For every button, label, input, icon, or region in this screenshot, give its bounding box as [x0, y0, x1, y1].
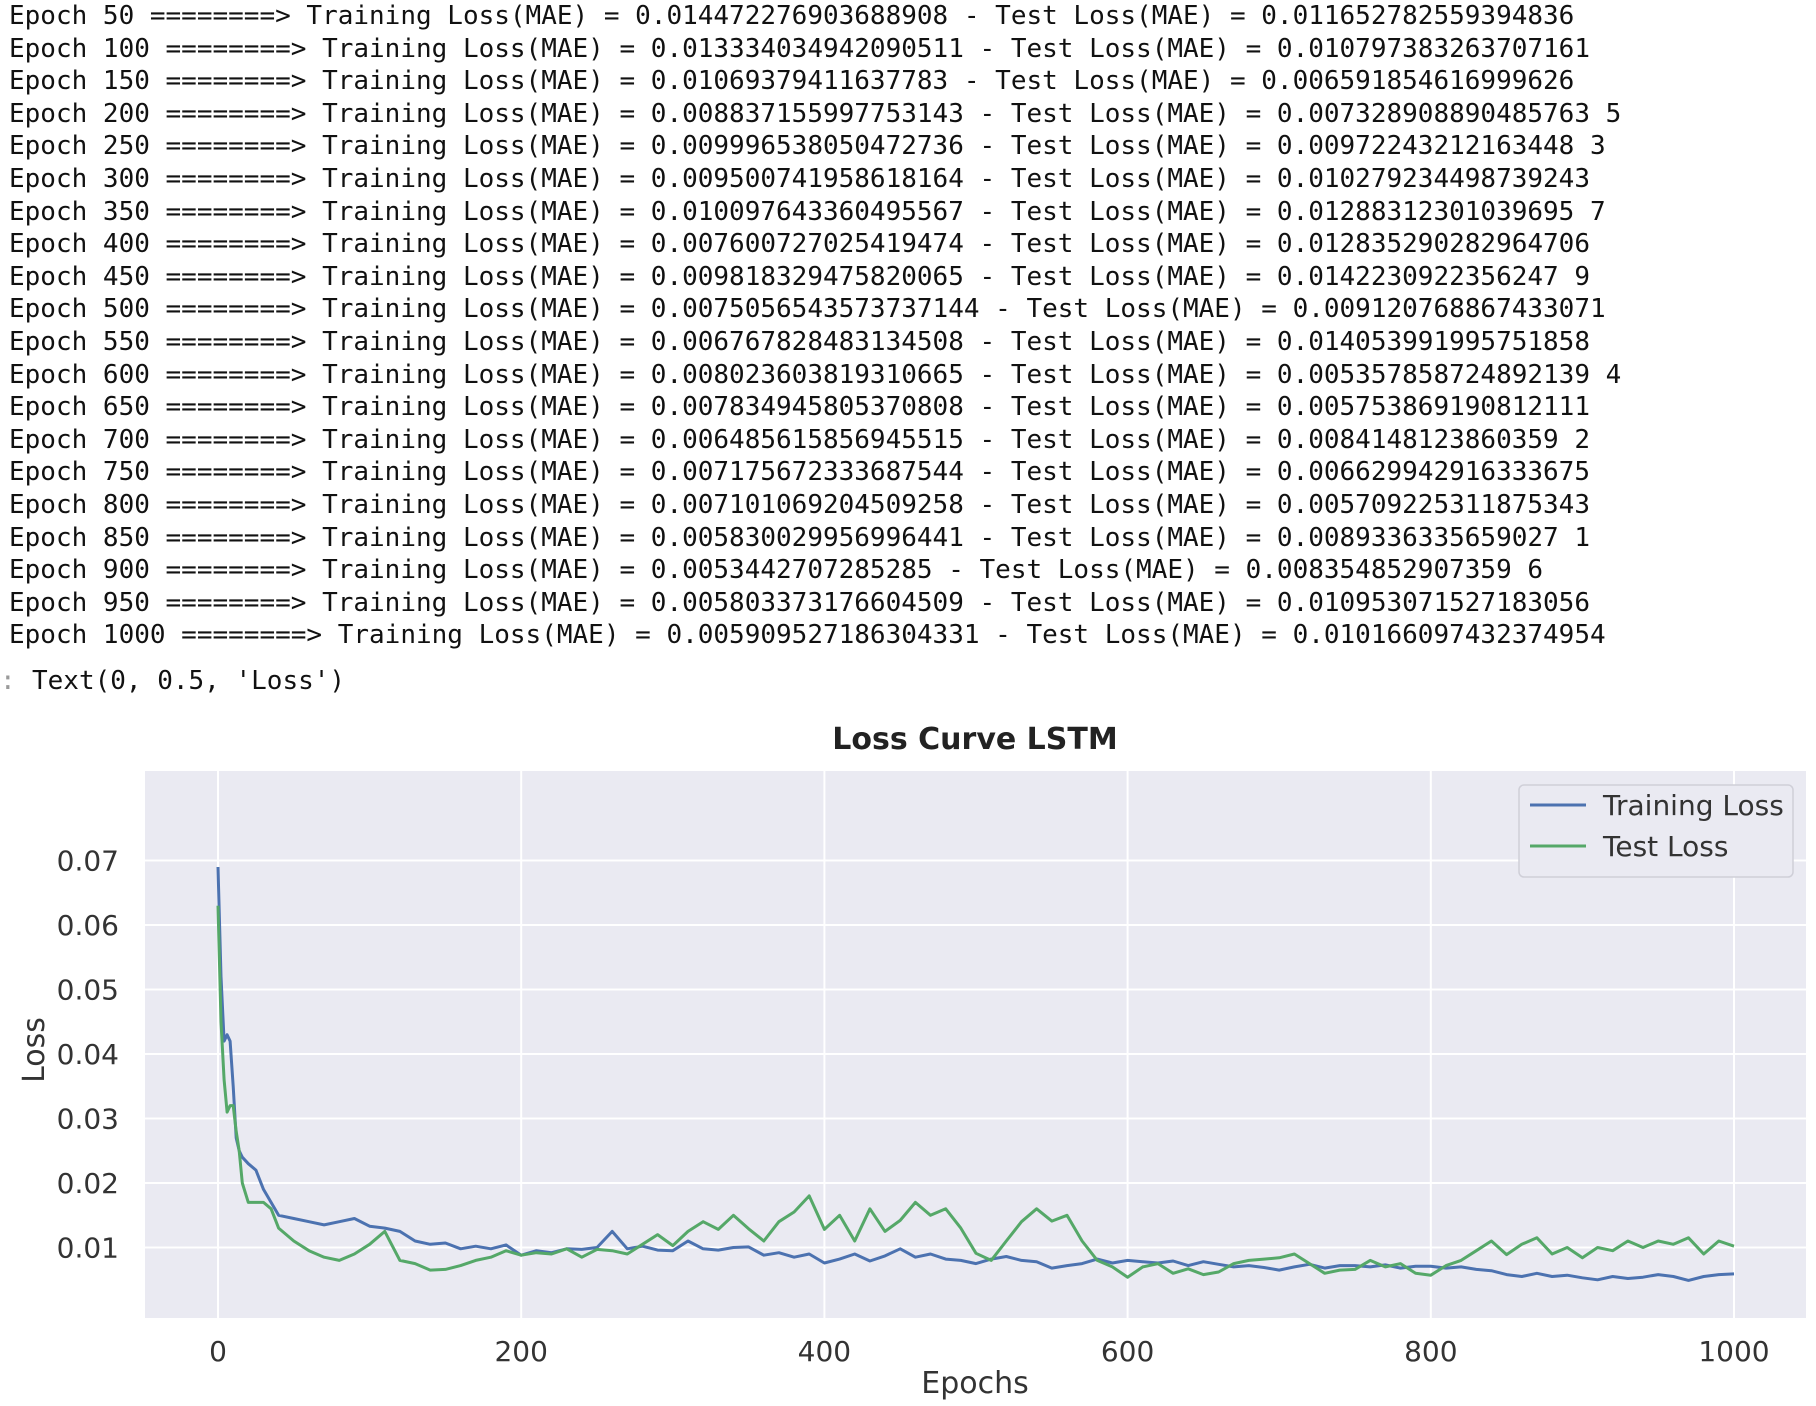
log-line: Epoch 500 ========> Training Loss(MAE) =…: [9, 294, 1606, 325]
output-prompt: :: [0, 666, 16, 696]
log-line: Epoch 200 ========> Training Loss(MAE) =…: [9, 98, 1622, 129]
test-loss-line: [216, 905, 1735, 1279]
series-lines: [216, 866, 1735, 1282]
chart-title: Loss Curve LSTM: [832, 722, 1117, 757]
log-line: Epoch 400 ========> Training Loss(MAE) =…: [9, 229, 1590, 260]
log-line: Epoch 350 ========> Training Loss(MAE) =…: [9, 196, 1606, 227]
loss-curve-chart: 0 200 400 600 800 1000 0.01 0.02 0.03 0.04 0.05 0.0…: [17, 722, 1806, 1401]
log-line: Epoch 950 ========> Training Loss(MAE) =…: [9, 587, 1590, 618]
log-line: Epoch 100 ========> Training Loss(MAE) =…: [9, 33, 1590, 64]
y-tick-label: 0.03: [57, 1103, 119, 1136]
legend-box: [1518, 784, 1794, 878]
legend-label-training: Training Loss: [1602, 789, 1784, 822]
legend-label-test: Test Loss: [1602, 830, 1728, 863]
x-tick-label: 600: [1101, 1335, 1154, 1368]
x-tick-label: 0: [209, 1335, 227, 1368]
y-tick-label: 0.06: [57, 909, 119, 942]
grid-lines: [145, 771, 1806, 1318]
y-axis-label: Loss: [17, 1017, 52, 1083]
log-line: Epoch 450 ========> Training Loss(MAE) =…: [9, 261, 1590, 292]
tick-labels: 0 200 400 600 800 1000 0.01 0.02 0.03 0.04 0.05 0.0…: [57, 845, 1770, 1369]
y-tick-label: 0.01: [57, 1232, 119, 1265]
y-tick-label: 0.05: [57, 974, 119, 1007]
log-line: Epoch 900 ========> Training Loss(MAE) =…: [9, 555, 1544, 586]
x-tick-label: 800: [1404, 1335, 1457, 1368]
log-line: Epoch 300 ========> Training Loss(MAE) =…: [9, 163, 1590, 194]
x-tick-label: 400: [798, 1335, 851, 1368]
x-tick-label: 200: [494, 1335, 547, 1368]
log-line: Epoch 600 ========> Training Loss(MAE) =…: [9, 359, 1622, 390]
log-line: Epoch 550 ========> Training Loss(MAE) =…: [9, 326, 1590, 357]
y-tick-label: 0.07: [57, 845, 119, 878]
y-tick-label: 0.02: [57, 1167, 119, 1200]
training-loss-line: [216, 866, 1735, 1282]
y-tick-label: 0.04: [57, 1038, 119, 1071]
log-line: Epoch 750 ========> Training Loss(MAE) =…: [9, 457, 1590, 488]
log-line: Epoch 650 ========> Training Loss(MAE) =…: [9, 392, 1590, 423]
log-line: Epoch 50 ========> Training Loss(MAE) = …: [9, 1, 1575, 31]
log-line: Epoch 800 ========> Training Loss(MAE) =…: [9, 489, 1590, 520]
log-line: Epoch 1000 ========> Training Loss(MAE) …: [9, 620, 1606, 651]
log-line: Epoch 700 ========> Training Loss(MAE) =…: [9, 424, 1590, 455]
x-axis-label: Epochs: [921, 1366, 1029, 1401]
log-line: Epoch 150 ========> Training Loss(MAE) =…: [9, 66, 1575, 97]
log-line: Epoch 850 ========> Training Loss(MAE) =…: [9, 522, 1590, 553]
output-repr-text: Text(0, 0.5, 'Loss'): [32, 666, 346, 696]
training-log-output: Epoch 50 ========> Training Loss(MAE) = …: [9, 0, 1621, 652]
legend: Training Loss Test Loss: [1518, 784, 1794, 878]
log-line: Epoch 250 ========> Training Loss(MAE) =…: [9, 131, 1606, 162]
x-tick-label: 1000: [1698, 1335, 1769, 1368]
